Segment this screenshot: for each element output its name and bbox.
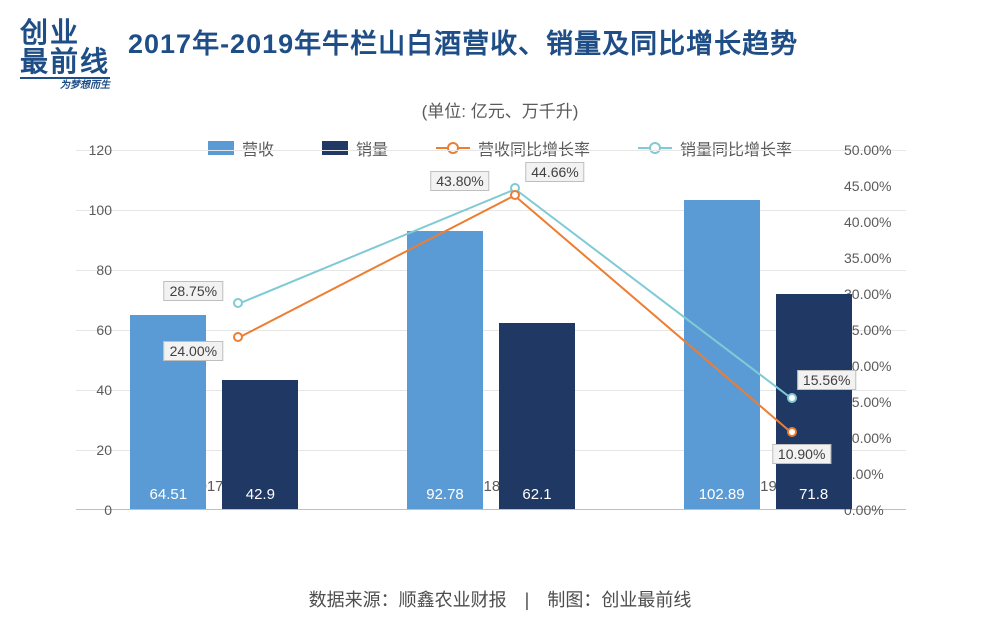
y-right-tick: 35.00% xyxy=(844,250,914,266)
bar-volume: 42.9 xyxy=(222,380,298,509)
y-left-tick: 60 xyxy=(72,322,112,338)
swatch-line-icon xyxy=(638,147,672,149)
header: 创业 最前线 为梦想而生 2017年-2019年牛栏山白酒营收、销量及同比增长趋… xyxy=(0,0,1000,91)
line-volume-growth-value-label: 44.66% xyxy=(525,162,584,182)
plot-area: 0204060801001200.00%5.00%10.00%15.00%20.… xyxy=(76,150,906,510)
chart-subtitle: (单位: 亿元、万千升) xyxy=(0,97,1000,122)
line-revenue-growth-value-label: 43.80% xyxy=(430,171,489,191)
y-right-tick: 50.00% xyxy=(844,142,914,158)
logo-line2: 最前线 xyxy=(20,47,110,76)
chart-area: 0204060801001200.00%5.00%10.00%15.00%20.… xyxy=(34,150,976,550)
bar-revenue: 92.78 xyxy=(407,231,483,509)
y-right-tick: 0.00% xyxy=(844,502,914,518)
y-right-tick: 40.00% xyxy=(844,214,914,230)
logo-tagline: 为梦想而生 xyxy=(20,77,110,92)
y-left-tick: 80 xyxy=(72,262,112,278)
bar-value-label: 42.9 xyxy=(246,486,275,503)
swatch-line-icon xyxy=(436,147,470,149)
y-right-tick: 30.00% xyxy=(844,286,914,302)
bar-value-label: 62.1 xyxy=(522,486,551,503)
line-volume-growth-value-label: 15.56% xyxy=(797,370,856,390)
bar-value-label: 92.78 xyxy=(426,486,464,503)
line-volume-growth-marker xyxy=(787,393,797,403)
line-revenue-growth-marker xyxy=(233,332,243,342)
gridline xyxy=(76,150,906,151)
y-right-tick: 25.00% xyxy=(844,322,914,338)
gridline xyxy=(76,210,906,211)
brand-logo: 创业 最前线 为梦想而生 xyxy=(20,18,110,91)
line-revenue-growth-marker xyxy=(510,190,520,200)
line-revenue-growth-marker xyxy=(787,427,797,437)
y-left-tick: 40 xyxy=(72,382,112,398)
y-left-tick: 20 xyxy=(72,442,112,458)
y-right-tick: 45.00% xyxy=(844,178,914,194)
bar-volume: 62.1 xyxy=(499,323,575,509)
y-left-tick: 0 xyxy=(72,502,112,518)
bar-revenue: 102.89 xyxy=(684,200,760,509)
line-volume-growth-value-label: 28.75% xyxy=(164,281,223,301)
logo-line1: 创业 xyxy=(20,18,110,47)
line-volume-growth-marker xyxy=(233,298,243,308)
y-left-tick: 120 xyxy=(72,142,112,158)
chart-title: 2017年-2019年牛栏山白酒营收、销量及同比增长趋势 xyxy=(128,18,798,61)
y-right-tick: 5.00% xyxy=(844,466,914,482)
y-right-tick: 10.00% xyxy=(844,430,914,446)
line-revenue-growth-value-label: 24.00% xyxy=(164,341,223,361)
line-revenue-growth-value-label: 10.90% xyxy=(772,444,831,464)
y-left-tick: 100 xyxy=(72,202,112,218)
bar-value-label: 71.8 xyxy=(799,486,828,503)
bar-value-label: 102.89 xyxy=(699,486,745,503)
y-right-tick: 15.00% xyxy=(844,394,914,410)
gridline xyxy=(76,270,906,271)
bar-value-label: 64.51 xyxy=(150,486,188,503)
source-footer: 数据来源：顺鑫农业财报 | 制图：创业最前线 xyxy=(0,586,1000,612)
